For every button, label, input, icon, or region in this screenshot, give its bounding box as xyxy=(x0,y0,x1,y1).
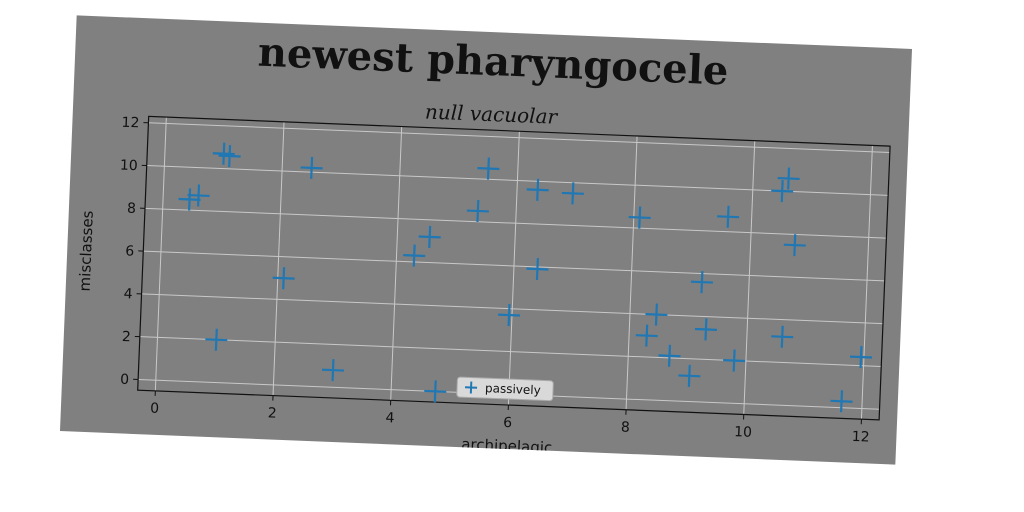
data-point xyxy=(690,271,713,294)
data-point xyxy=(178,188,201,211)
data-point xyxy=(300,156,323,179)
data-point xyxy=(187,184,210,207)
data-point xyxy=(477,157,500,180)
x-gridline xyxy=(390,126,403,401)
x-gridline xyxy=(507,131,520,406)
x-tick-label: 2 xyxy=(268,405,278,421)
data-point xyxy=(628,206,651,229)
x-tick-label: 10 xyxy=(734,424,752,441)
data-point xyxy=(424,380,447,403)
x-tick-label: 6 xyxy=(503,415,513,431)
y-axis-label: misclasses xyxy=(76,210,97,292)
data-point xyxy=(635,324,658,347)
y-tick-label: 12 xyxy=(121,115,139,132)
x-gridline xyxy=(272,121,285,396)
y-gridline xyxy=(144,207,887,239)
data-point xyxy=(218,144,241,168)
x-tick-label: 4 xyxy=(385,410,395,426)
y-tick-label: 8 xyxy=(127,201,137,217)
data-point xyxy=(403,244,426,267)
x-gridline xyxy=(625,135,638,410)
y-gridline xyxy=(148,122,890,154)
data-point xyxy=(212,142,235,165)
y-tick-label: 0 xyxy=(120,372,130,388)
x-tick-label: 8 xyxy=(621,420,631,436)
data-point xyxy=(830,390,853,413)
data-point xyxy=(205,328,228,351)
data-point xyxy=(771,180,794,203)
data-point xyxy=(466,199,489,223)
x-gridline xyxy=(743,140,756,415)
data-point xyxy=(849,346,873,369)
x-tick-label: 0 xyxy=(150,401,160,417)
x-gridline xyxy=(860,145,873,420)
data-point xyxy=(678,364,701,387)
y-tick-label: 2 xyxy=(122,329,132,345)
data-point xyxy=(498,304,521,327)
data-point xyxy=(723,349,746,372)
data-point xyxy=(321,359,345,382)
data-point xyxy=(418,225,441,248)
data-point xyxy=(645,303,668,326)
data-point xyxy=(526,258,549,281)
data-point xyxy=(771,325,794,348)
y-gridline xyxy=(141,293,883,325)
data-point xyxy=(272,267,295,290)
x-tick-label: 12 xyxy=(851,429,869,446)
legend-marker xyxy=(465,381,478,394)
legend-box xyxy=(456,376,554,402)
x-axis-label: archipelagic xyxy=(461,435,553,457)
x-gridline xyxy=(154,117,167,391)
data-point xyxy=(526,178,549,201)
legend-label: passively xyxy=(485,381,541,397)
y-gridline xyxy=(143,250,885,282)
y-tick-label: 6 xyxy=(125,243,135,259)
data-point xyxy=(561,182,584,205)
data-point xyxy=(777,167,800,190)
data-point xyxy=(717,205,740,228)
y-tick-label: 10 xyxy=(120,157,138,174)
y-gridline xyxy=(139,336,882,367)
data-point xyxy=(783,234,806,257)
y-tick-label: 4 xyxy=(123,286,133,302)
data-point xyxy=(658,344,681,367)
y-gridline xyxy=(146,165,889,196)
scatter-plot: 0 2 4 6 8 10 12 0 2 4 6 8 10 12 archipelagic misclasses… xyxy=(76,115,891,457)
data-point xyxy=(694,318,717,341)
